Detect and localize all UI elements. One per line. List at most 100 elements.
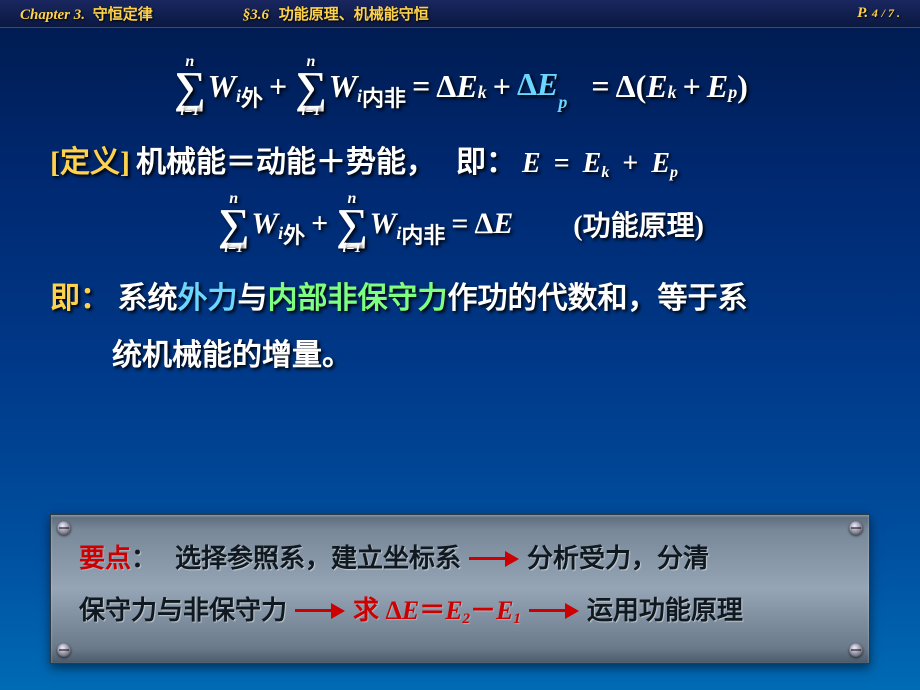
screw-icon — [849, 643, 863, 657]
para-seg: 作功的代数和，等于系 — [448, 282, 748, 315]
op-plus: + — [311, 207, 328, 241]
sub-2: 2 — [463, 611, 471, 627]
para-seg-green: 内部非保守力 — [268, 282, 448, 315]
op-delta: Δ — [517, 66, 537, 102]
equation-2-row: n ∑ i=1 W i外 + n ∑ i=1 W i内非 = Δ E (功能原理… — [50, 191, 870, 256]
slide-header: Chapter 3. 守恒定律 §3.6 功能原理、机械能守恒 P. 4 / 7… — [0, 0, 920, 28]
sub-neifei: 内非 — [362, 86, 406, 111]
keypoint-panel: 要点： 选择参照系，建立坐标系 分析受力，分清 保守力与非保守力 求 ΔE＝E2… — [50, 514, 870, 664]
op-delta: Δ — [616, 68, 636, 105]
sub-k: k — [668, 82, 677, 103]
sub-wai: 外 — [283, 223, 305, 248]
para-seg-cyan: 外力 — [178, 282, 238, 315]
chapter-cn: 守恒定律 — [93, 7, 153, 23]
op-delta: Δ — [436, 68, 456, 105]
op-eq: ＝ — [419, 596, 445, 625]
slide-body: n ∑ i=1 W i外 + n ∑ i=1 W i内非 = Δ Ek + ΔE… — [0, 28, 920, 384]
var-e2: E — [445, 596, 462, 625]
section-number: §3.6 — [243, 7, 269, 23]
para-seg: 统机械能的增量。 — [112, 327, 352, 384]
page-current: 4 — [872, 6, 878, 20]
definition-line: [ 定义 ] 机械能＝动能＋势能， 即： E = Ek + Ep — [50, 137, 870, 181]
sum-symbol: n ∑ i=1 — [174, 54, 205, 119]
def-ji: 即 — [456, 146, 486, 179]
sub-1: 1 — [513, 611, 521, 627]
op-eq: = — [591, 68, 609, 105]
formula-step: 求 ΔE＝E2－E1 — [353, 585, 521, 637]
bracket-close: ] — [120, 146, 130, 180]
var-ep: E — [707, 68, 728, 105]
arrow-icon — [529, 604, 579, 618]
var-e: E — [493, 207, 513, 241]
paren-close: ) — [737, 68, 748, 105]
step-text: 运用功能原理 — [587, 585, 743, 637]
sub-p: p — [558, 92, 567, 112]
screw-icon — [57, 521, 71, 535]
panel-row-2: 保守力与非保守力 求 ΔE＝E2－E1 运用功能原理 — [79, 585, 841, 637]
step-text: 选择参照系，建立坐标系 — [175, 533, 461, 585]
var-ep: E — [651, 148, 670, 179]
page-prefix: P. — [857, 5, 868, 21]
inline-eq: E = Ek + Ep — [522, 148, 678, 180]
panel-row-1: 要点： 选择参照系，建立坐标系 分析受力，分清 — [79, 533, 841, 585]
def-label: 定义 — [60, 137, 120, 181]
var-w: W — [251, 207, 278, 241]
var-w: W — [329, 68, 357, 105]
op-eq: = — [554, 148, 570, 179]
sum-lower: i=1 — [180, 105, 199, 119]
sub-k: k — [601, 164, 609, 181]
screw-icon — [849, 521, 863, 535]
page-indicator: P. 4 / 7 . — [857, 5, 900, 22]
keypoint-label: 要点 — [79, 533, 131, 585]
sigma-icon: ∑ — [174, 70, 205, 105]
op-delta: Δ — [474, 207, 493, 241]
step-text: 保守力与非保守力 — [79, 585, 287, 637]
var-e: E — [522, 148, 541, 179]
sub-k: k — [478, 82, 487, 103]
op-plus: + — [622, 148, 638, 179]
para-seg: 系统 — [118, 282, 178, 315]
sub-p: p — [670, 164, 678, 181]
qiu-label: 求 — [353, 596, 379, 625]
sum-lower: i=1 — [224, 242, 243, 256]
chapter-label: Chapter 3. 守恒定律 — [20, 3, 153, 24]
var-w: W — [370, 207, 397, 241]
def-colon: ： — [486, 146, 516, 179]
para-seg: 与 — [238, 282, 268, 315]
var-e: E — [402, 596, 419, 625]
sum-symbol: n ∑ i=1 — [218, 191, 249, 256]
chapter-en: Chapter 3. — [20, 7, 85, 23]
var-w: W — [207, 68, 235, 105]
bracket-open: [ — [50, 146, 60, 180]
equation-1: n ∑ i=1 W i外 + n ∑ i=1 W i内非 = Δ Ek + ΔE… — [50, 54, 870, 119]
var-ep: E — [537, 66, 558, 102]
var-e1: E — [496, 596, 513, 625]
op-plus: + — [493, 68, 511, 105]
arrow-icon — [295, 604, 345, 618]
sum-symbol: n ∑ i=1 — [336, 191, 367, 256]
explanation-para: 即： 系统外力与内部非保守力作功的代数和，等于系 统机械能的增量。 — [50, 270, 870, 384]
def-text: 机械能＝动能＋势能， — [136, 137, 436, 181]
paren-open: ( — [636, 68, 647, 105]
arrow-icon — [469, 552, 519, 566]
sum-lower: i=1 — [301, 105, 320, 119]
op-plus: + — [269, 68, 287, 105]
op-minus: － — [470, 596, 496, 625]
sigma-icon: ∑ — [336, 207, 367, 242]
sum-symbol: n ∑ i=1 — [295, 54, 326, 119]
delta: Δ — [386, 596, 402, 625]
colon: ： — [131, 533, 157, 585]
screw-icon — [57, 643, 71, 657]
equation-2: n ∑ i=1 W i外 + n ∑ i=1 W i内非 = Δ E — [216, 191, 513, 256]
var-ek: E — [456, 68, 477, 105]
var-ek: E — [646, 68, 667, 105]
op-eq: = — [412, 68, 430, 105]
op-plus: + — [683, 68, 701, 105]
section-label: §3.6 功能原理、机械能守恒 — [243, 3, 429, 24]
sigma-icon: ∑ — [218, 207, 249, 242]
var-ek: E — [583, 148, 602, 179]
para-lead: 即： — [50, 282, 110, 315]
page-total: / 7 . — [882, 6, 900, 20]
sigma-icon: ∑ — [295, 70, 326, 105]
step-text: 分析受力，分清 — [527, 533, 709, 585]
